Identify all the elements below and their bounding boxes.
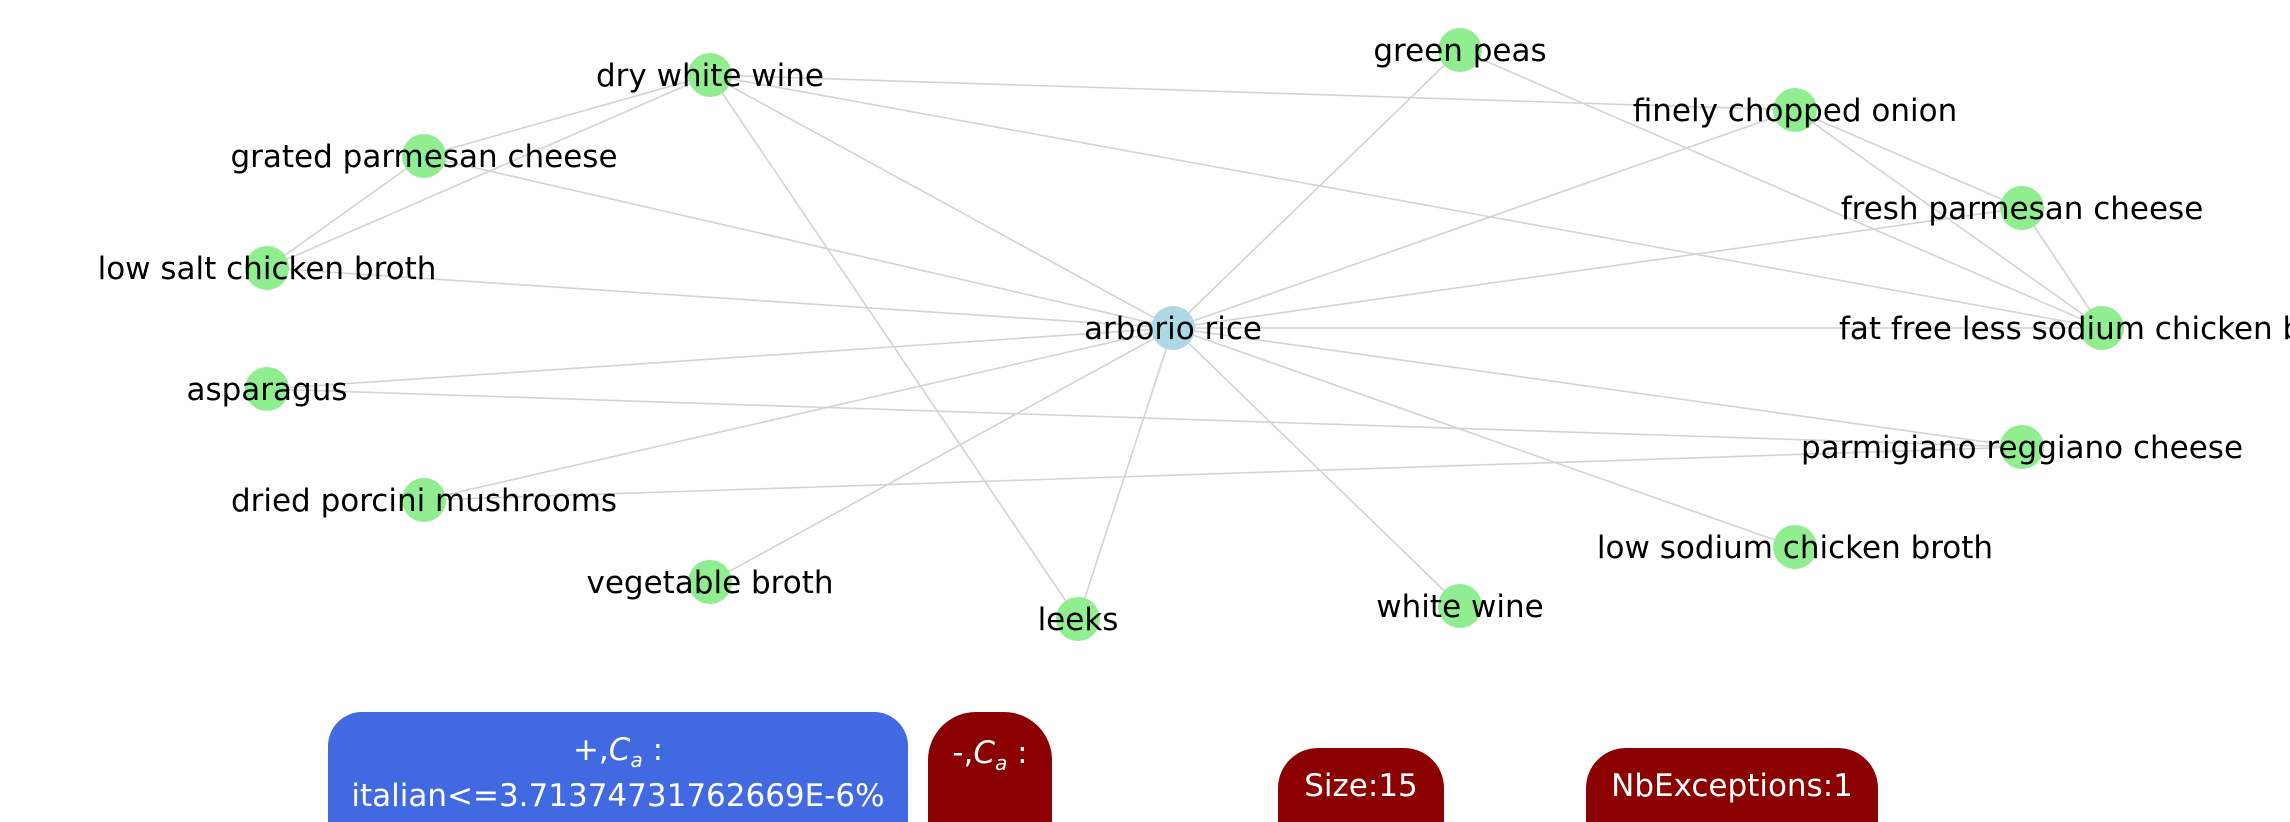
node-label-parmigiano: parmigiano reggiano cheese (1801, 430, 2243, 466)
edge-green_peas-fat_free_chicken (1459, 49, 2103, 329)
graph-nodes (245, 28, 2124, 641)
positive-symbol: C (608, 732, 631, 768)
edge-arborio-dry_white_wine (709, 74, 1174, 329)
negative-symbol: C (973, 735, 996, 771)
node-label-fat_free_chicken: fat free less sodium chicken broth (1839, 311, 2290, 347)
node-low_salt_chicken (245, 246, 289, 290)
node-label-asparagus: asparagus (186, 372, 347, 408)
negative-suffix: : (1007, 735, 1028, 771)
edge-arborio-leeks (1077, 327, 1174, 620)
node-label-arborio: arborio rice (1084, 311, 1262, 347)
edge-arborio-low_salt_chicken (266, 267, 1174, 329)
edge-fresh_parmesan-fat_free_chicken (2021, 207, 2103, 329)
edge-dry_white_wine-onion (709, 74, 1796, 111)
node-low_sodium_chicken (1773, 525, 1817, 569)
node-onion (1773, 88, 1817, 132)
node-label-low_sodium_chicken: low sodium chicken broth (1597, 530, 1993, 566)
node-label-onion: finely chopped onion (1633, 93, 1958, 129)
size-badge: Size:15 (1278, 748, 1444, 822)
node-label-white_wine: white wine (1376, 589, 1543, 625)
node-label-fresh_parmesan: fresh parmesan cheese (1841, 191, 2204, 227)
edge-arborio-asparagus (266, 327, 1174, 390)
node-label-dry_white_wine: dry white wine (596, 58, 824, 94)
edge-dry_white_wine-leeks (709, 74, 1079, 620)
node-label-grated_parmesan: grated parmesan cheese (230, 139, 617, 175)
edge-arborio-grated_parmesan (423, 155, 1174, 329)
positive-context-badge: +,Ca : italian<=3.71374731762669E-6% (328, 712, 908, 822)
node-fat_free_chicken (2080, 306, 2124, 350)
edge-porcini-parmigiano (423, 446, 2023, 501)
node-label-vegetable_broth: vegetable broth (586, 565, 833, 601)
edge-arborio-white_wine (1172, 327, 1461, 607)
node-vegetable_broth (688, 560, 732, 604)
node-grated_parmesan (402, 134, 446, 178)
node-label-porcini: dried porcini mushrooms (231, 483, 617, 519)
graph-labels: arborio rice dry white wine grated parmesa… (98, 33, 2290, 638)
negative-context-badge: -,Ca : (928, 712, 1052, 822)
negative-context-heading: -,Ca : (928, 735, 1052, 781)
edge-arborio-low_sodium_chicken (1172, 327, 1796, 548)
node-parmigiano (2000, 425, 2044, 469)
edge-asparagus-parmigiano (266, 388, 2023, 448)
edge-arborio-vegetable_broth (709, 327, 1174, 583)
positive-subscript: a (630, 748, 643, 773)
node-label-leeks: leeks (1038, 602, 1119, 638)
positive-suffix: : (642, 732, 664, 768)
edge-arborio-fresh_parmesan (1172, 207, 2023, 329)
edge-grated_parmesan-low_salt_chicken (266, 155, 425, 269)
node-label-low_salt_chicken: low salt chicken broth (98, 251, 437, 287)
node-dry_white_wine (688, 53, 732, 97)
exceptions-badge: NbExceptions:1 (1586, 748, 1878, 822)
node-arborio (1151, 306, 1195, 350)
positive-prefix: +, (572, 732, 609, 768)
node-green_peas (1438, 28, 1482, 72)
edge-arborio-parmigiano (1172, 327, 2023, 448)
edge-dry_white_wine-grated_parmesan (423, 74, 711, 157)
edge-arborio-porcini (423, 327, 1174, 501)
edge-dry_white_wine-fat_free_chicken (709, 74, 2103, 329)
edge-onion-fresh_parmesan (1794, 109, 2023, 209)
node-label-green_peas: green peas (1373, 33, 1546, 69)
positive-context-heading: +,Ca : (328, 732, 908, 778)
node-leeks (1056, 597, 1100, 641)
graph-edges (266, 49, 2103, 620)
edge-arborio-onion (1172, 109, 1796, 329)
node-porcini (402, 478, 446, 522)
edge-onion-fat_free_chicken (1794, 109, 2103, 329)
negative-subscript: a (995, 751, 1008, 776)
node-asparagus (245, 367, 289, 411)
edge-dry_white_wine-low_salt_chicken (266, 74, 711, 269)
node-fresh_parmesan (2000, 186, 2044, 230)
positive-context-value: italian<=3.71374731762669E-6% (351, 778, 885, 815)
edge-arborio-green_peas (1172, 49, 1461, 329)
node-white_wine (1438, 584, 1482, 628)
negative-prefix: -, (952, 735, 974, 771)
